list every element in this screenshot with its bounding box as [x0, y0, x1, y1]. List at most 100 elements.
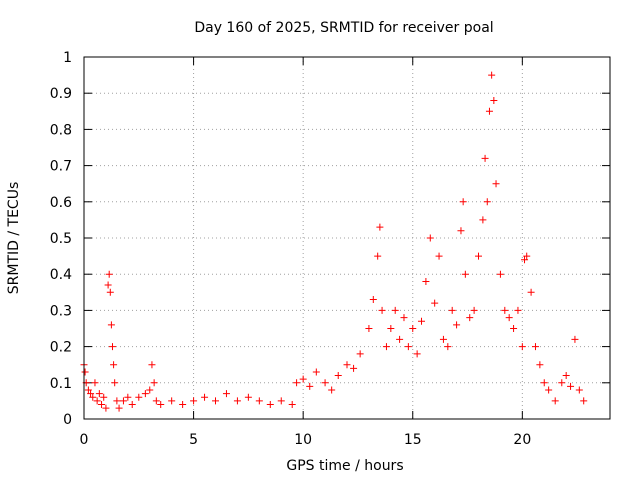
data-point [387, 325, 395, 332]
data-point [376, 223, 384, 231]
x-tick-label: 10 [294, 432, 312, 448]
data-point [115, 404, 123, 412]
data-point [523, 252, 531, 260]
data-point [157, 401, 165, 409]
data-point [334, 372, 342, 380]
data-point [102, 404, 110, 412]
data-point [518, 343, 526, 351]
data-point [152, 397, 160, 405]
y-tick-label: 0.5 [50, 231, 72, 247]
data-point [453, 321, 461, 329]
data-point [146, 386, 154, 394]
data-point [426, 234, 434, 242]
data-point [448, 306, 456, 314]
data-point [562, 372, 570, 380]
data-point [168, 397, 176, 405]
data-point [369, 296, 377, 304]
data-point [485, 107, 493, 115]
data-point [350, 364, 358, 372]
data-point [299, 375, 307, 383]
data-point [107, 321, 115, 329]
data-point [514, 306, 522, 314]
plot-frame [83, 56, 611, 420]
data-point [391, 306, 399, 314]
data-point [571, 335, 579, 343]
data-point [439, 335, 447, 343]
x-tick-label: 5 [189, 432, 198, 448]
data-point [413, 350, 421, 358]
y-tick-label: 1 [63, 50, 72, 66]
data-point [343, 361, 351, 369]
data-point [293, 379, 301, 387]
data-point [141, 390, 149, 398]
data-point [470, 306, 478, 314]
data-point [119, 397, 127, 405]
data-point [105, 270, 113, 278]
data-point [431, 299, 439, 307]
data-point [100, 393, 108, 401]
data-point [531, 343, 539, 351]
data-point [255, 397, 263, 405]
data-point [81, 368, 89, 376]
y-axis-label: SRMTID / TECUs [6, 182, 22, 295]
data-point [108, 343, 116, 351]
data-point [461, 270, 469, 278]
data-point [321, 379, 329, 387]
data-point [378, 306, 386, 314]
data-point [488, 71, 496, 79]
y-tick-label: 0.1 [50, 376, 72, 392]
data-point [466, 314, 474, 322]
data-point [558, 379, 566, 387]
data-point [356, 350, 364, 358]
data-point [306, 382, 314, 390]
y-tick-label: 0.4 [50, 267, 72, 283]
x-tick-label: 15 [404, 432, 422, 448]
data-point [396, 335, 404, 343]
data-point [479, 216, 487, 224]
data-point [580, 397, 588, 405]
data-point [212, 397, 219, 405]
x-tick-label: 0 [80, 432, 89, 448]
data-point [312, 368, 320, 376]
data-point [111, 379, 119, 387]
data-point [444, 343, 452, 351]
data-point [457, 227, 465, 235]
y-tick-label: 0.7 [50, 159, 72, 175]
data-point [244, 393, 252, 401]
data-point [501, 306, 509, 314]
data-point [93, 397, 101, 405]
data-point [104, 281, 112, 289]
data-point [418, 317, 426, 325]
data-point [510, 325, 518, 332]
ticks-layer: 00.10.20.30.40.50.60.70.80.910 5 10 15 20 [50, 50, 610, 448]
data-point [266, 401, 274, 409]
data-point [382, 343, 390, 351]
y-tick-label: 0.8 [50, 122, 72, 138]
x-axis-label: GPS time / hours [286, 458, 403, 474]
data-point [404, 343, 412, 351]
data-point [148, 361, 156, 369]
data-point [490, 96, 498, 104]
data-point [113, 397, 121, 405]
data-point [95, 390, 103, 398]
y-tick-label: 0.3 [50, 303, 72, 319]
y-tick-label: 0.2 [50, 340, 72, 356]
data-point [98, 401, 106, 409]
data-point [328, 386, 336, 394]
data-point [435, 252, 443, 260]
data-point [505, 314, 513, 322]
data-point [545, 386, 553, 394]
data-point [201, 393, 209, 401]
grid-layer [84, 57, 610, 419]
data-point [124, 393, 132, 401]
data-point [551, 397, 559, 405]
data-point [475, 252, 482, 260]
data-point [492, 180, 500, 188]
data-point [496, 270, 504, 278]
chart-title: Day 160 of 2025, SRMTID for receiver poa… [194, 20, 493, 36]
data-point [190, 397, 198, 405]
data-point [536, 361, 544, 369]
data-point [91, 379, 99, 387]
